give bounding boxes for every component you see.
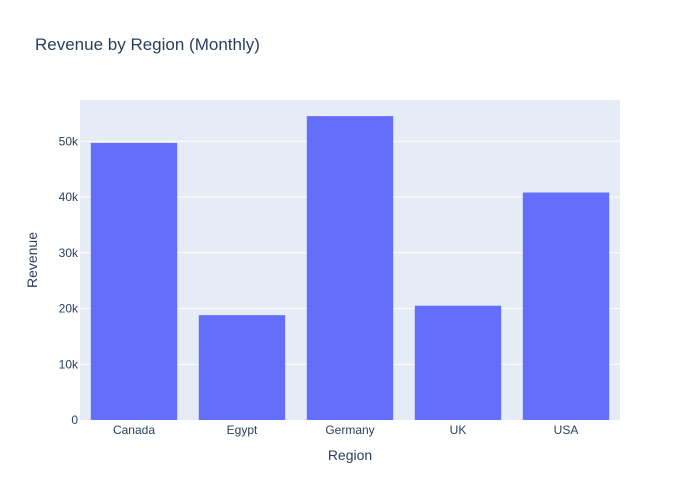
bar-canada[interactable] [90,142,178,421]
y-tick-label: 20k [59,302,79,316]
x-tick-label: USA [554,423,579,437]
y-tick-label: 50k [59,134,79,148]
x-axis-ticks: Canada Egypt Germany UK USA [113,423,578,437]
x-tick-label: Canada [113,423,155,437]
y-tick-label: 30k [59,246,79,260]
chart-title: Revenue by Region (Monthly) [35,35,260,54]
x-tick-label: Germany [325,423,374,437]
y-axis-ticks: 0 10k 20k 30k 40k 50k [59,134,79,427]
bar-usa[interactable] [522,192,610,420]
x-axis-title: Region [328,447,372,463]
y-axis-title: Revenue [24,232,40,288]
bar-germany[interactable] [306,116,394,421]
y-tick-label: 40k [59,190,79,204]
bar-egypt[interactable] [198,315,286,420]
x-tick-label: Egypt [227,423,258,437]
bars [90,116,610,421]
x-tick-label: UK [450,423,467,437]
bar-uk[interactable] [414,305,502,420]
y-tick-label: 0 [71,413,78,427]
y-tick-label: 10k [59,357,79,371]
